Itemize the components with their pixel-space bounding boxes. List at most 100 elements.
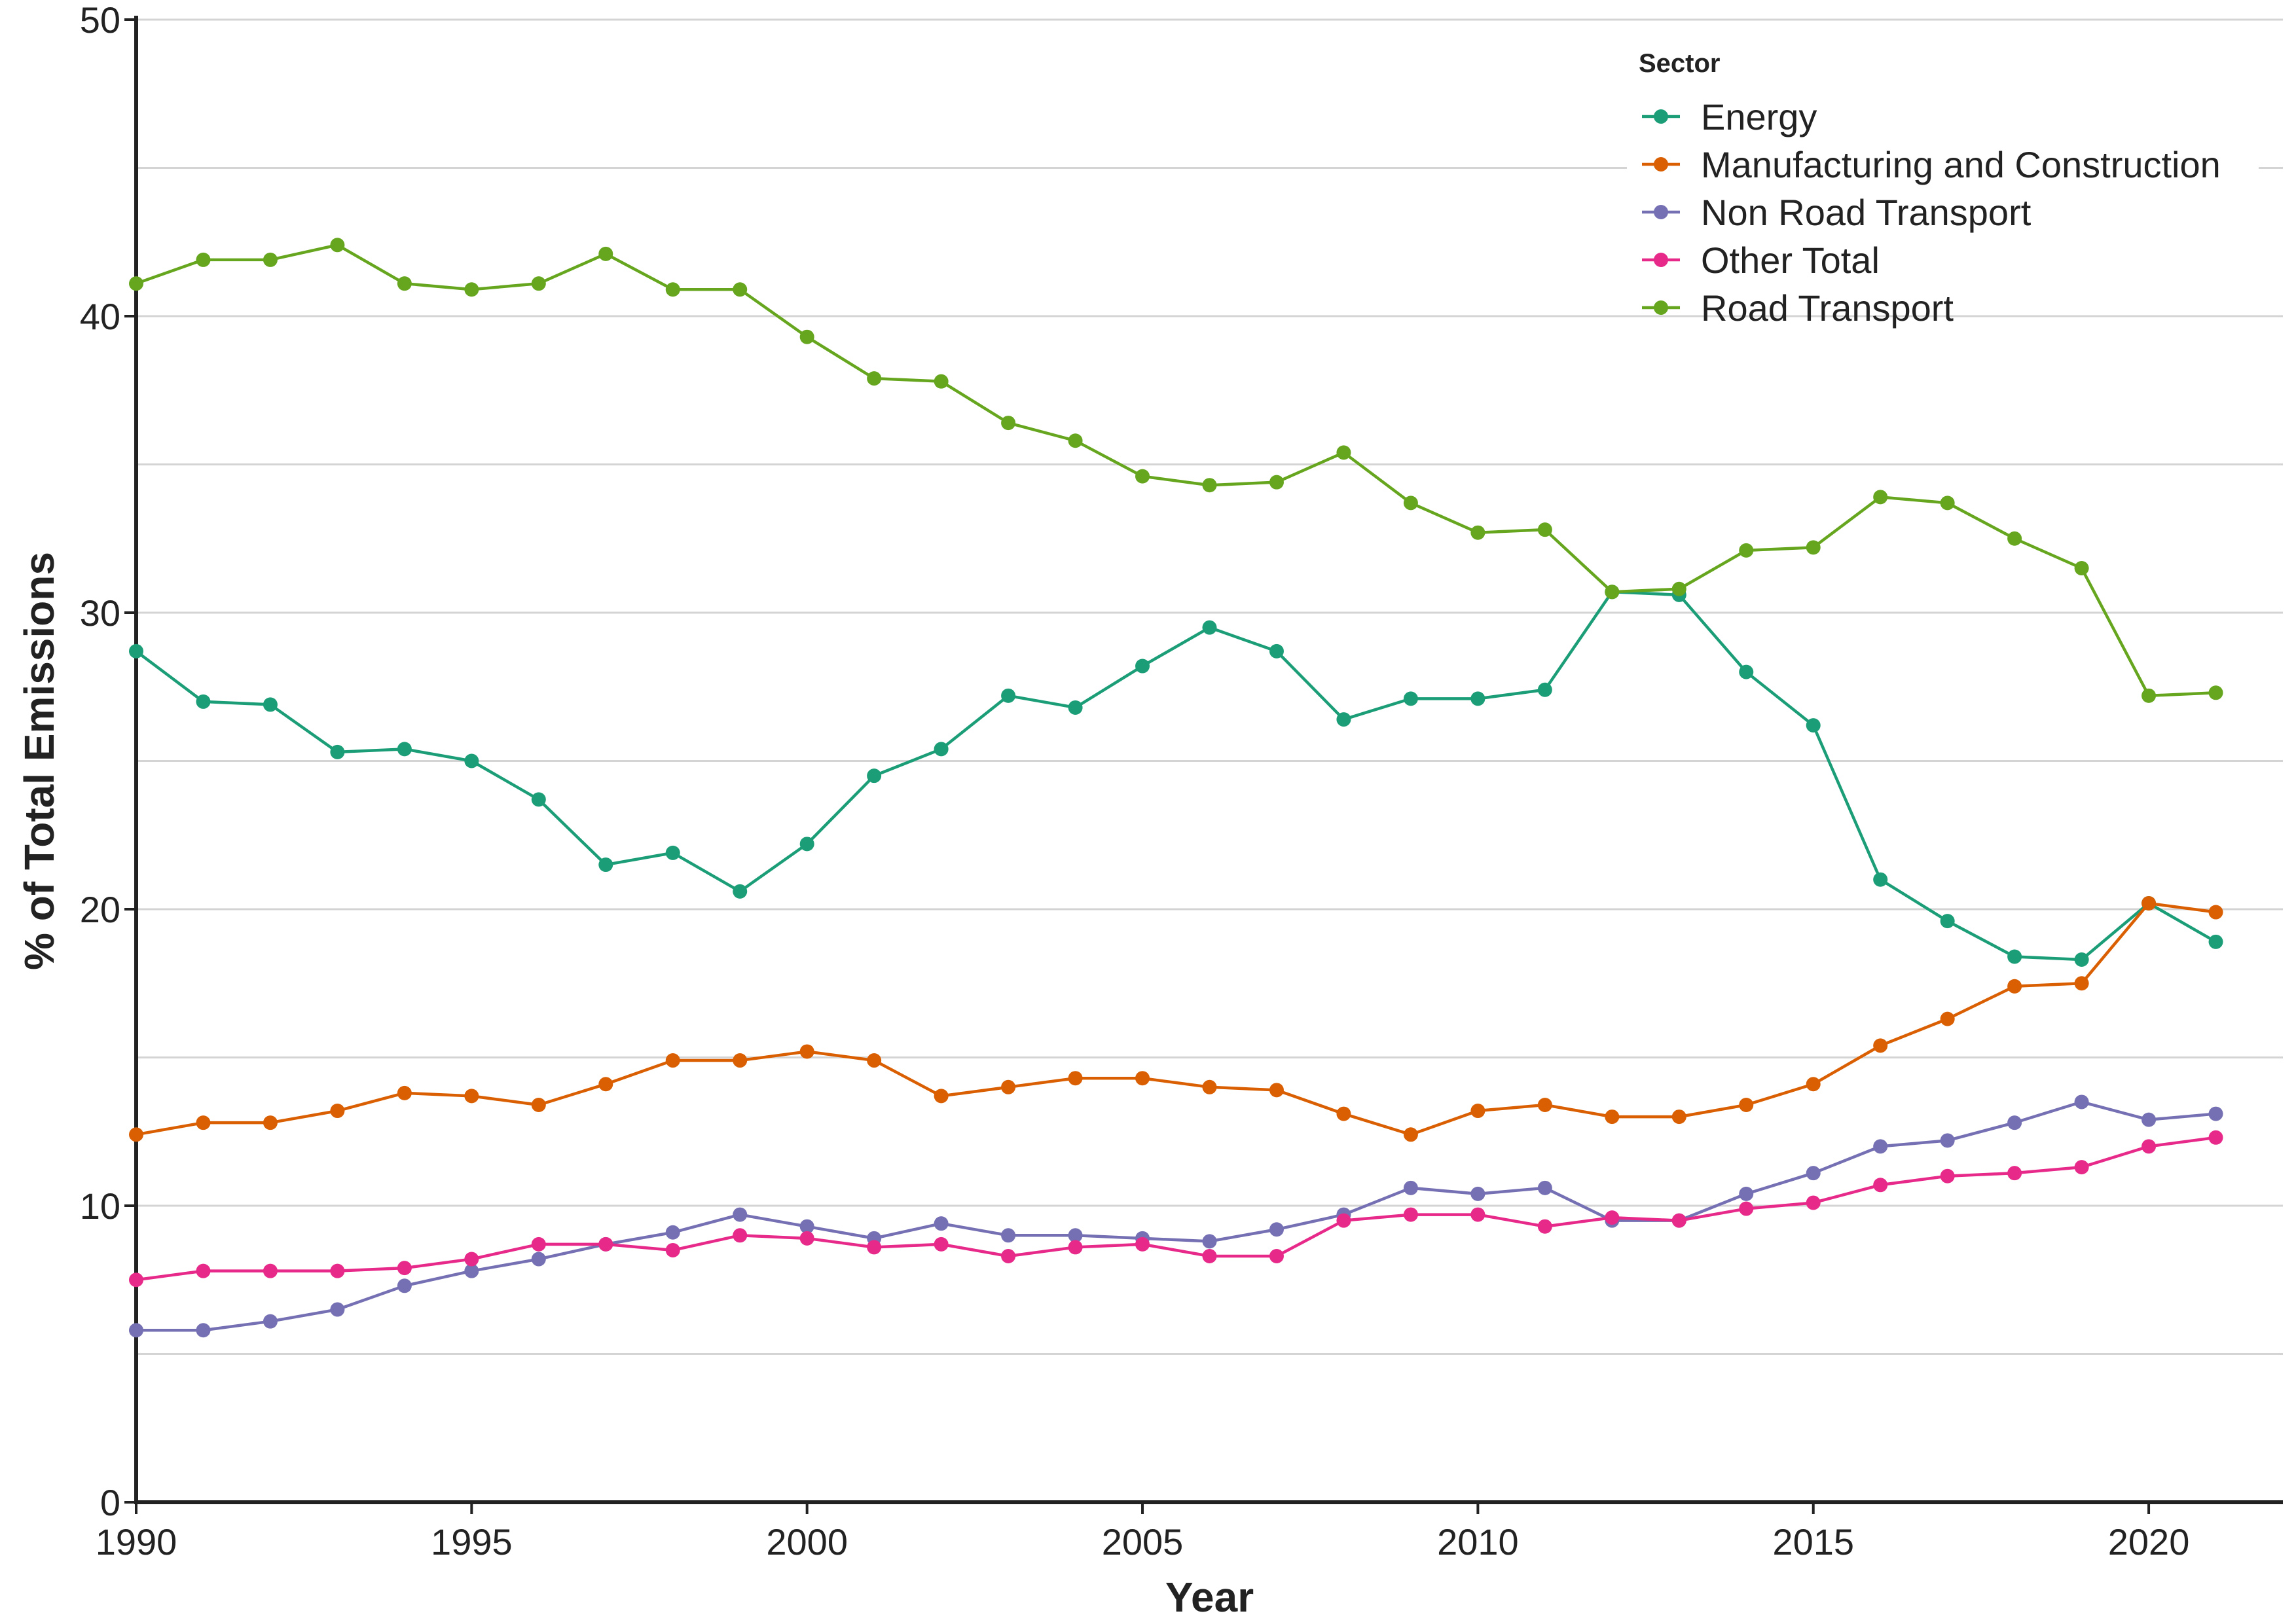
data-point-road-transport: [1068, 433, 1083, 448]
data-point-manufacturing-and-construction: [598, 1077, 613, 1092]
data-point-non-road-transport: [1001, 1228, 1016, 1243]
data-point-non-road-transport: [531, 1252, 546, 1267]
data-point-road-transport: [1537, 522, 1552, 537]
x-tick-label: 2000: [766, 1521, 848, 1562]
data-point-energy: [1202, 620, 1217, 635]
data-point-road-transport: [1470, 525, 1485, 540]
data-point-road-transport: [1605, 585, 1620, 600]
data-point-manufacturing-and-construction: [1873, 1038, 1888, 1053]
data-point-other-total: [2007, 1166, 2022, 1181]
data-point-road-transport: [464, 282, 479, 297]
legend-swatch-marker-other-total: [1654, 253, 1668, 267]
data-point-other-total: [2074, 1160, 2089, 1175]
legend-label-non-road-transport: Non Road Transport: [1701, 192, 2032, 233]
data-point-road-transport: [1671, 581, 1686, 596]
x-tick-label: 2005: [1102, 1521, 1184, 1562]
data-point-non-road-transport: [1537, 1180, 1552, 1195]
gridlines: [136, 18, 2283, 1355]
x-tick-label: 1990: [96, 1521, 177, 1562]
data-point-road-transport: [263, 252, 278, 267]
legend-label-manufacturing-and-construction: Manufacturing and Construction: [1701, 144, 2221, 185]
data-point-other-total: [1470, 1207, 1485, 1222]
data-point-road-transport: [330, 238, 345, 253]
data-point-manufacturing-and-construction: [1068, 1071, 1083, 1086]
data-point-manufacturing-and-construction: [2074, 976, 2089, 991]
data-point-road-transport: [1135, 469, 1150, 484]
data-point-energy: [263, 697, 278, 712]
data-point-non-road-transport: [196, 1323, 211, 1338]
data-point-non-road-transport: [464, 1263, 479, 1278]
data-point-energy: [330, 744, 345, 759]
data-point-manufacturing-and-construction: [1135, 1071, 1150, 1086]
data-point-non-road-transport: [1068, 1228, 1083, 1243]
data-point-energy: [733, 884, 748, 899]
data-point-energy: [531, 792, 546, 807]
data-point-other-total: [196, 1263, 211, 1278]
data-point-other-total: [2208, 1130, 2223, 1145]
data-point-road-transport: [1940, 496, 1955, 511]
data-point-road-transport: [1269, 475, 1284, 490]
data-point-non-road-transport: [1873, 1139, 1888, 1154]
axes: 0 10 20 30 40 50 1990 1995 2000 2005 2010 2015 2020 Y…: [16, 0, 2283, 1621]
data-point-road-transport: [799, 329, 814, 344]
legend: Sector Energy Manufacturing and Constructi…: [1627, 33, 2259, 329]
x-tick-label: 2010: [1437, 1521, 1519, 1562]
series-line-manufacturing-and-construction: [136, 901, 2216, 1136]
data-point-non-road-transport: [263, 1314, 278, 1329]
y-tick-label: 50: [80, 0, 120, 41]
data-point-energy: [2007, 949, 2022, 964]
y-axis-title: % of Total Emissions: [16, 552, 63, 970]
data-point-other-total: [1403, 1207, 1418, 1222]
data-point-other-total: [1806, 1195, 1821, 1210]
data-point-manufacturing-and-construction: [1671, 1110, 1686, 1125]
x-axis-title: Year: [1165, 1574, 1254, 1621]
data-point-non-road-transport: [129, 1323, 143, 1338]
data-point-non-road-transport: [1202, 1234, 1217, 1249]
data-point-manufacturing-and-construction: [1940, 1011, 1955, 1026]
data-point-other-total: [397, 1261, 412, 1276]
y-tick-label: 20: [80, 889, 120, 930]
data-point-other-total: [263, 1263, 278, 1278]
data-point-manufacturing-and-construction: [2007, 979, 2022, 994]
data-point-energy: [1873, 872, 1888, 887]
data-point-road-transport: [397, 276, 412, 291]
data-point-road-transport: [1202, 478, 1217, 493]
data-point-road-transport: [1873, 490, 1888, 505]
data-point-other-total: [464, 1252, 479, 1267]
data-point-other-total: [1135, 1236, 1150, 1252]
data-point-road-transport: [598, 246, 613, 261]
y-tick-label: 10: [80, 1185, 120, 1227]
data-point-other-total: [1001, 1249, 1016, 1264]
data-point-manufacturing-and-construction: [1806, 1077, 1821, 1092]
series-group: [129, 238, 2223, 1338]
series-manufacturing-and-construction: [129, 895, 2223, 1142]
data-point-energy: [799, 837, 814, 852]
data-point-road-transport: [531, 276, 546, 291]
data-point-energy: [464, 753, 479, 768]
data-point-energy: [1739, 664, 1754, 679]
data-point-energy: [1403, 691, 1418, 706]
data-point-energy: [2074, 952, 2089, 967]
data-point-other-total: [1537, 1219, 1552, 1234]
data-point-other-total: [799, 1231, 814, 1246]
legend-swatch-marker-manufacturing-and-construction: [1654, 157, 1668, 171]
data-point-road-transport: [1739, 543, 1754, 558]
data-point-manufacturing-and-construction: [799, 1044, 814, 1059]
data-point-other-total: [531, 1236, 546, 1252]
legend-label-energy: Energy: [1701, 96, 1817, 137]
data-point-non-road-transport: [2208, 1106, 2223, 1121]
data-point-non-road-transport: [2074, 1094, 2089, 1110]
data-point-other-total: [1068, 1240, 1083, 1255]
y-tick-label: 0: [100, 1482, 120, 1523]
data-point-manufacturing-and-construction: [1403, 1127, 1418, 1142]
legend-title: Sector: [1639, 49, 1721, 78]
data-point-manufacturing-and-construction: [196, 1115, 211, 1130]
data-point-road-transport: [934, 374, 949, 389]
data-point-non-road-transport: [1940, 1133, 1955, 1148]
y-tick-label: 30: [80, 592, 120, 634]
data-point-manufacturing-and-construction: [2208, 905, 2223, 920]
data-point-road-transport: [867, 371, 882, 386]
data-point-energy: [129, 643, 143, 659]
data-point-other-total: [1671, 1213, 1686, 1228]
x-tick-label: 2015: [1772, 1521, 1854, 1562]
